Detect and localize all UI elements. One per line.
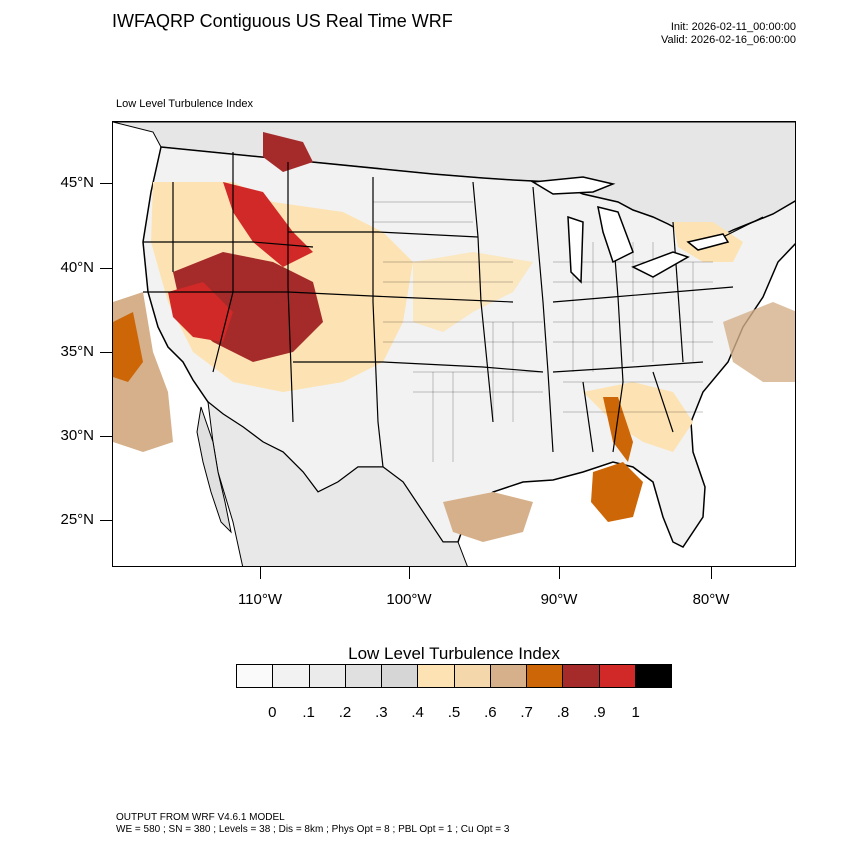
colorbar-box-5 [418,665,455,687]
lon-tick [260,567,261,579]
colorbar-box-0 [237,665,274,687]
colorbar-tick-label: 0 [268,704,277,721]
lon-label-80w: 80°W [692,591,730,608]
colorbar-tick-label: .7 [520,704,533,721]
turbulence-medium-gulf [443,492,533,542]
colorbar-box-10 [599,665,636,687]
lon-label-90w: 90°W [540,591,578,608]
lon-label-100w: 100°W [386,591,432,608]
turbulence-orange-gulf [591,462,643,522]
map-canvas [113,122,795,566]
state-boundaries [143,152,764,468]
colorbar-box-6 [454,665,491,687]
colorbar-tick-label: .6 [484,704,497,721]
lat-tick [100,352,112,353]
lat-tick [100,436,112,437]
turbulence-red-rockies [223,182,313,267]
mexico-land [207,400,468,566]
colorbar-tick-label: .1 [302,704,315,721]
colorbar-tick-label: .8 [556,704,570,721]
colorbar-tick-label: .3 [375,704,388,721]
lat-label-30: 30°N [60,427,94,444]
turbulence-light-plains [413,252,533,332]
colorbar-box-9 [563,665,600,687]
model-config: WE = 580 ; SN = 380 ; Levels = 38 ; Dis … [116,824,510,835]
turbulence-red-montana [263,132,313,172]
lon-tick [409,567,410,579]
lon-label-110w: 110°W [237,591,283,608]
lat-tick [100,268,112,269]
lat-tick [100,520,112,521]
chart-title: IWFAQRP Contiguous US Real Time WRF [112,11,453,31]
map-panel [112,121,796,567]
turbulence-orange-georgia [603,397,633,462]
colorbar [236,664,672,688]
lon-tick [711,567,712,579]
colorbar-tick-label: 1 [631,704,640,721]
county-boundaries [373,201,713,462]
lat-label-35: 35°N [60,343,94,360]
colorbar-box-2 [309,665,346,687]
colorbar-tick-label: .9 [593,704,606,721]
colorbar-box-7 [490,665,527,687]
colorbar-box-1 [273,665,310,687]
lon-tick [559,567,560,579]
lat-label-45: 45°N [60,174,94,191]
colorbar-tick-label: .5 [447,704,461,721]
baja-land [196,406,232,534]
turbulence-red-nevada [168,282,233,342]
map-subtitle: Low Level Turbulence Index [116,98,253,110]
turbulence-medium-atlantic [723,302,795,382]
model-info: OUTPUT FROM WRF V4.6.1 MODEL [116,812,285,823]
legend-title: Low Level Turbulence Index [348,644,560,663]
lat-label-40: 40°N [60,259,94,276]
colorbar-tick-label: .4 [411,704,424,721]
colorbar-box-3 [345,665,382,687]
colorbar-tick-label: .2 [338,704,352,721]
turbulence-orange-pacific [113,312,143,382]
lat-label-25: 25°N [60,511,94,528]
colorbar-box-8 [527,665,564,687]
colorbar-box-4 [382,665,419,687]
great-lakes [530,176,730,284]
lat-tick [100,183,112,184]
init-time: Init: 2026-02-11_00:00:00 [670,21,796,33]
colorbar-box-11 [635,665,671,687]
valid-time: Valid: 2026-02-16_06:00:00 [661,34,796,46]
